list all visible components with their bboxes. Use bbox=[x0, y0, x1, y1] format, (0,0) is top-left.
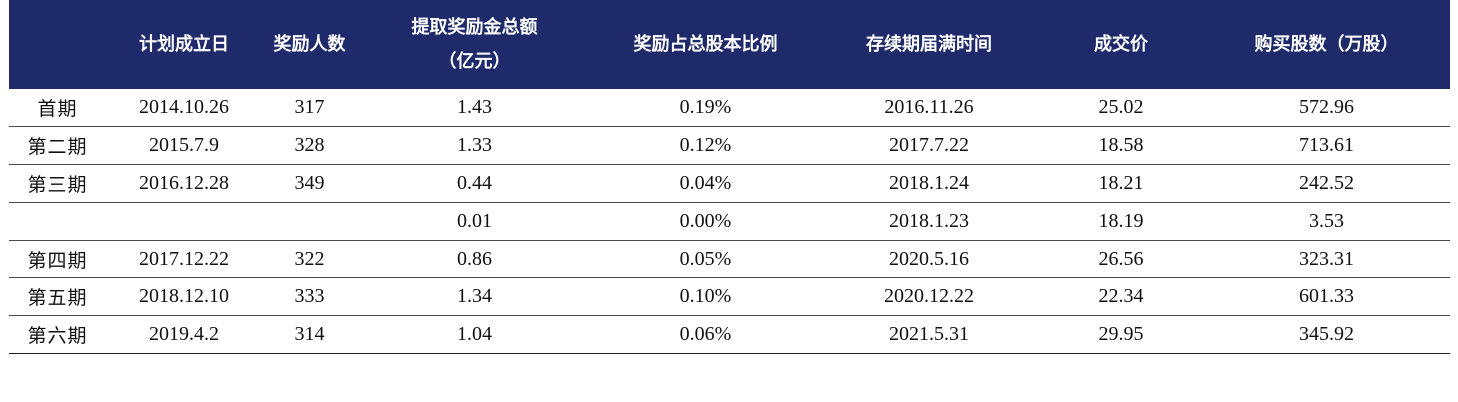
table-cell: 1.33 bbox=[357, 126, 592, 165]
table-cell: 314 bbox=[262, 315, 357, 355]
table-cell: 322 bbox=[262, 240, 357, 279]
table-cell bbox=[106, 202, 262, 241]
table-cell: 2017.12.22 bbox=[106, 240, 262, 279]
table-cell: 1.43 bbox=[357, 89, 592, 127]
row-label: 首期 bbox=[9, 89, 106, 127]
row-label: 第二期 bbox=[9, 126, 106, 165]
table-cell: 0.10% bbox=[592, 277, 819, 317]
table-row: 首期 2014.10.26 317 1.43 0.19% 2016.11.26 … bbox=[9, 89, 1450, 127]
table-cell bbox=[262, 202, 357, 241]
table-cell: 601.33 bbox=[1203, 277, 1450, 317]
table-cell: 0.86 bbox=[357, 240, 592, 279]
header-cell-shares: 购买股数（万股） bbox=[1203, 0, 1450, 89]
table-cell: 572.96 bbox=[1203, 89, 1450, 127]
header-line: （亿元） bbox=[438, 50, 511, 72]
header-cell-plan-date: 计划成立日 bbox=[106, 0, 262, 89]
table-cell: 0.00% bbox=[592, 202, 819, 241]
table-cell: 0.44 bbox=[357, 164, 592, 203]
table-cell: 2020.12.22 bbox=[819, 277, 1039, 317]
incentive-plan-table: 计划成立日 奖励人数 提取奖励金总额 （亿元） 奖励占总股本比例 存续期届满时间… bbox=[9, 0, 1450, 355]
table-cell: 0.12% bbox=[592, 126, 819, 165]
header-row: 计划成立日 奖励人数 提取奖励金总额 （亿元） 奖励占总股本比例 存续期届满时间… bbox=[9, 0, 1450, 89]
table-cell: 0.01 bbox=[357, 202, 592, 241]
table-cell: 317 bbox=[262, 89, 357, 127]
table-cell: 2021.5.31 bbox=[819, 315, 1039, 355]
table-cell: 2016.11.26 bbox=[819, 89, 1039, 127]
header-cell-price: 成交价 bbox=[1039, 0, 1203, 89]
table-cell: 0.19% bbox=[592, 89, 819, 127]
table-cell: 2016.12.28 bbox=[106, 164, 262, 203]
table-cell: 18.21 bbox=[1039, 164, 1203, 203]
table-cell: 1.34 bbox=[357, 277, 592, 317]
table-cell: 3.53 bbox=[1203, 202, 1450, 241]
table-cell: 242.52 bbox=[1203, 164, 1450, 203]
row-label bbox=[9, 202, 106, 241]
table-cell: 2019.4.2 bbox=[106, 315, 262, 355]
header-cell-recipients: 奖励人数 bbox=[262, 0, 357, 89]
table-cell: 333 bbox=[262, 277, 357, 317]
table-cell: 25.02 bbox=[1039, 89, 1203, 127]
table-cell: 349 bbox=[262, 164, 357, 203]
table-cell: 29.95 bbox=[1039, 315, 1203, 355]
header-cell-share-ratio: 奖励占总股本比例 bbox=[592, 0, 819, 89]
table-cell: 713.61 bbox=[1203, 126, 1450, 165]
table-cell: 0.04% bbox=[592, 164, 819, 203]
table-row: 第二期 2015.7.9 328 1.33 0.12% 2017.7.22 18… bbox=[9, 126, 1450, 165]
table-cell: 0.06% bbox=[592, 315, 819, 355]
header-cell-total-amount: 提取奖励金总额 （亿元） bbox=[357, 0, 592, 89]
table-row: 第五期 2018.12.10 333 1.34 0.10% 2020.12.22… bbox=[9, 277, 1450, 317]
row-label: 第六期 bbox=[9, 315, 106, 355]
table-cell: 2017.7.22 bbox=[819, 126, 1039, 165]
table-cell: 2020.5.16 bbox=[819, 240, 1039, 279]
table-cell: 2015.7.9 bbox=[106, 126, 262, 165]
table-cell: 26.56 bbox=[1039, 240, 1203, 279]
table-cell: 2018.12.10 bbox=[106, 277, 262, 317]
table-cell: 328 bbox=[262, 126, 357, 165]
table-cell: 2018.1.23 bbox=[819, 202, 1039, 241]
table-cell: 323.31 bbox=[1203, 240, 1450, 279]
header-cell-blank bbox=[9, 0, 106, 89]
table-row: 第四期 2017.12.22 322 0.86 0.05% 2020.5.16 … bbox=[9, 240, 1450, 279]
table-cell: 345.92 bbox=[1203, 315, 1450, 355]
row-label: 第五期 bbox=[9, 277, 106, 317]
header-cell-expiry: 存续期届满时间 bbox=[819, 0, 1039, 89]
table-cell: 22.34 bbox=[1039, 277, 1203, 317]
table-cell: 0.05% bbox=[592, 240, 819, 279]
row-label: 第三期 bbox=[9, 164, 106, 203]
table-cell: 2018.1.24 bbox=[819, 164, 1039, 203]
table-cell: 18.19 bbox=[1039, 202, 1203, 241]
table-cell: 1.04 bbox=[357, 315, 592, 355]
row-label: 第四期 bbox=[9, 240, 106, 279]
table-row: 0.01 0.00% 2018.1.23 18.19 3.53 bbox=[9, 202, 1450, 241]
table-row: 第六期 2019.4.2 314 1.04 0.06% 2021.5.31 29… bbox=[9, 315, 1450, 355]
table-row: 第三期 2016.12.28 349 0.44 0.04% 2018.1.24 … bbox=[9, 164, 1450, 203]
header-line: 提取奖励金总额 bbox=[411, 16, 538, 38]
table-cell: 2014.10.26 bbox=[106, 89, 262, 127]
table-cell: 18.58 bbox=[1039, 126, 1203, 165]
